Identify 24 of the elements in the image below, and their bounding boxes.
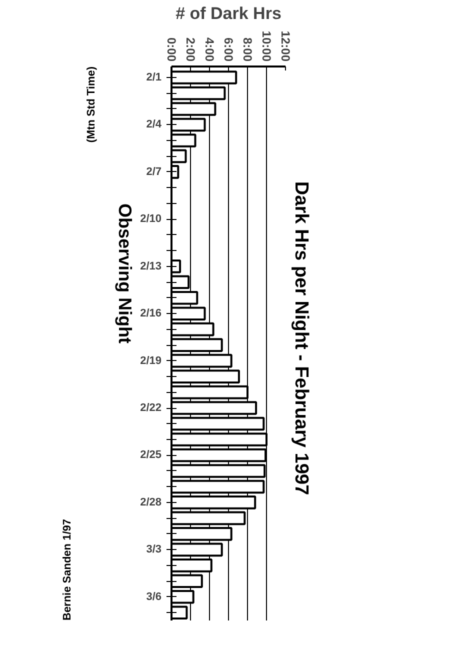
y-axis-title: Observing Night bbox=[115, 203, 136, 344]
y-tick-label: 2/16 bbox=[140, 308, 162, 320]
x-tick-label: 4:00 bbox=[202, 37, 216, 62]
y-tick-label: 2/10 bbox=[140, 213, 162, 226]
y-tick-label: 2/13 bbox=[140, 260, 162, 272]
y-tick-label: 3/3 bbox=[146, 544, 162, 556]
y-tick-label: 2/25 bbox=[140, 449, 162, 462]
x-tick-label: 12:00 bbox=[278, 30, 292, 62]
y-tick-label: 3/6 bbox=[146, 590, 162, 603]
x-axis-title: # of Dark Hrs bbox=[176, 4, 282, 23]
text: Bernie Sanden 1/97 bbox=[62, 519, 74, 620]
x-tick-label: 2:00 bbox=[184, 37, 198, 62]
y-tick-label: 2/19 bbox=[140, 354, 162, 367]
text: Dark Hrs per Night - February 1997 bbox=[290, 181, 312, 496]
y-tick-label: 2/1 bbox=[146, 72, 162, 84]
text: (Mtn Std Time) bbox=[86, 66, 98, 143]
y-tick-label: 2/28 bbox=[140, 496, 162, 508]
y-tick-label: 2/22 bbox=[140, 402, 162, 414]
x-tick-label: 8:00 bbox=[240, 37, 254, 62]
x-tick-label: 6:00 bbox=[222, 37, 236, 62]
y-tick-label: 2/7 bbox=[146, 166, 162, 178]
y-tick-label: 2/4 bbox=[146, 118, 162, 131]
x-tick-label: 10:00 bbox=[260, 30, 274, 62]
x-tick-label: 0:00 bbox=[164, 37, 178, 62]
